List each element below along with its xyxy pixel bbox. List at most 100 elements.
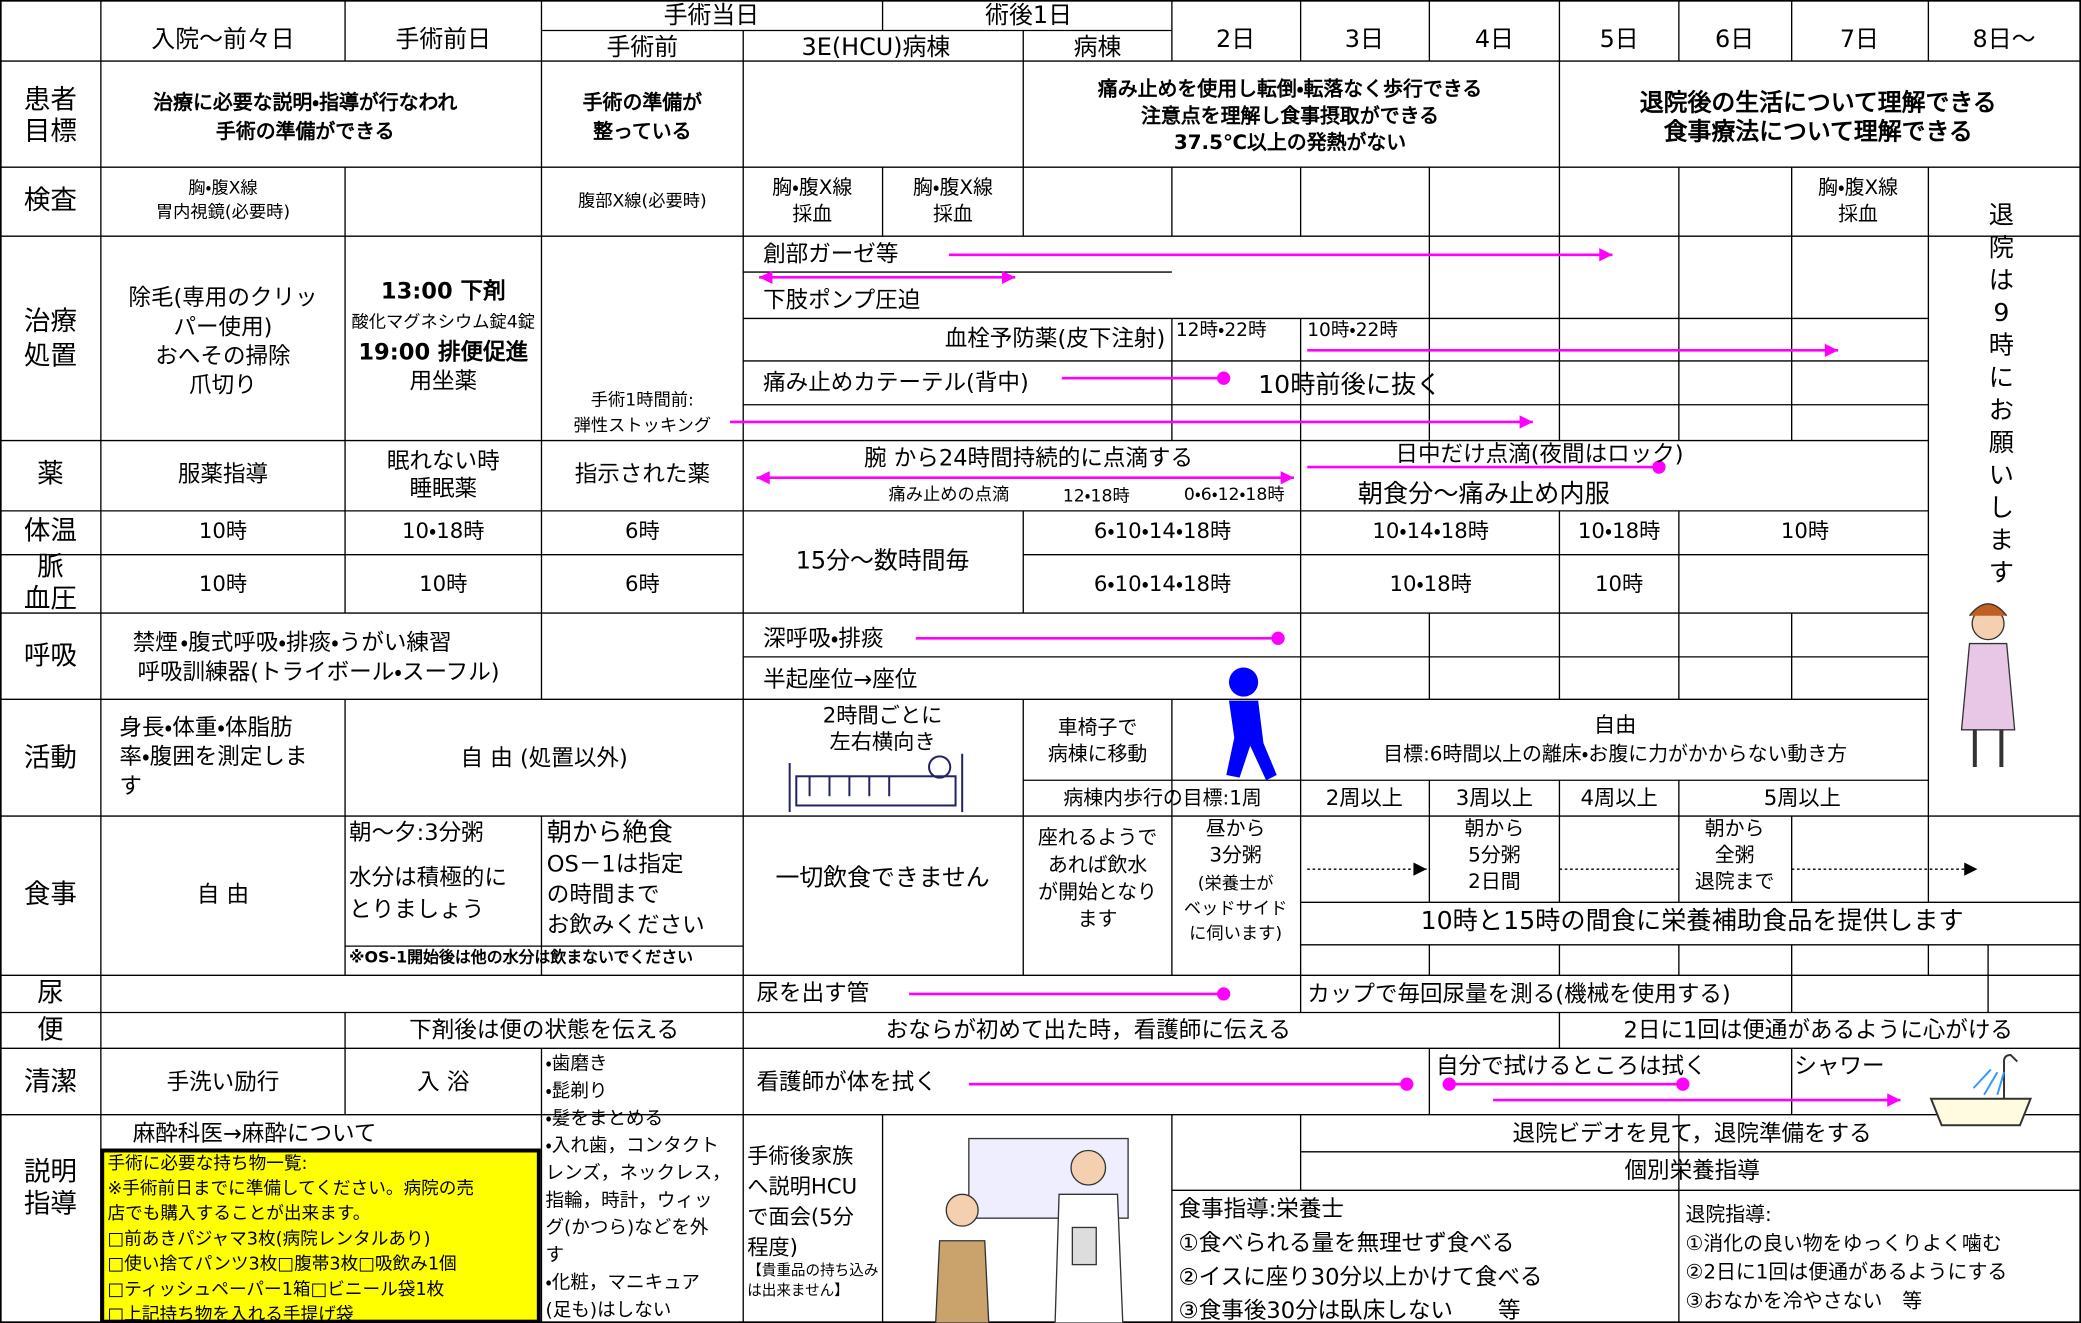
- cell-text: 眠れない時: [387, 448, 500, 474]
- cell-text: 麻酔科医→麻酔について: [133, 1121, 377, 1147]
- row-label: 治療: [24, 306, 77, 337]
- cell-text: 率・腹囲を測定しま: [119, 744, 307, 770]
- cell-text: ・髪をまとめる: [545, 1108, 663, 1129]
- cell-text: 退院ビデオを見て，退院準備をする: [1513, 1121, 1872, 1147]
- cell-text: 睡眠薬: [409, 476, 477, 502]
- cell-text: 15分～数時間毎: [796, 546, 970, 574]
- column-header: 5日: [1600, 25, 1639, 53]
- cell-text: 6時: [625, 572, 660, 597]
- arrow-dot: [1676, 1077, 1690, 1091]
- cell-text: す: [545, 1245, 564, 1266]
- cell-text: ・化粧，マニキュア: [545, 1272, 699, 1293]
- row-label: 処置: [24, 340, 77, 371]
- cell-text: 治療に必要な説明・指導が行なわれ: [153, 90, 457, 114]
- discharge-note: ま: [1989, 525, 2014, 554]
- cell-text: 19:00 排便促進: [358, 338, 528, 365]
- column-header: 3E(HCU)病棟: [802, 33, 951, 61]
- arrow-head: [1280, 471, 1294, 485]
- cell-text: 37.5℃以上の発熱がない: [1174, 130, 1406, 154]
- cell-text: 退院後の生活について理解できる: [1640, 89, 1997, 117]
- cell-text: 2日間: [1468, 870, 1520, 893]
- cell-text: 爪切り: [189, 373, 257, 399]
- row-label: 目標: [24, 116, 77, 147]
- cell-text: グ(かつら)などを外: [545, 1218, 708, 1239]
- belongings-box: [100, 1148, 541, 1323]
- cell-text: あれば飲水: [1048, 853, 1148, 876]
- column-header: 6日: [1715, 25, 1754, 53]
- cell-text: ・腹式呼吸・排痰・うがい練習: [180, 630, 451, 656]
- cell-text: ③おなかを冷やさない 等: [1686, 1289, 1923, 1312]
- cell-text: 10時: [199, 572, 247, 597]
- column-header: 手術前日: [396, 25, 492, 53]
- bathtub-illustration: [1929, 1053, 2033, 1127]
- arrows: [729, 248, 1978, 1107]
- arrow-dot: [1217, 371, 1231, 385]
- row-label: 血圧: [24, 583, 77, 614]
- cell-text: 半起座位→座位: [763, 667, 917, 693]
- cell-text: の時間まで: [547, 882, 660, 908]
- walking-figure: [1226, 667, 1277, 781]
- cell-text: 目標:6時間以上の離床・お腹に力がかからない動き方: [1383, 743, 1847, 766]
- doctor-illustration: [934, 1137, 1129, 1323]
- arrow-head: [1413, 862, 1427, 876]
- cell-text: おならが初めて出た時，看護師に伝える: [886, 1018, 1291, 1044]
- cell-text: ②2日に1回は便通があるようにする: [1686, 1261, 2008, 1284]
- row-label: 便: [37, 1015, 64, 1046]
- cell-text: 個別栄養指導: [1624, 1158, 1759, 1184]
- cell-text: 朝～夕:3分粥: [349, 820, 484, 846]
- cell-text: 胸・腹X線: [913, 176, 993, 199]
- discharge-note: に: [1989, 363, 2014, 392]
- belongings-item: 店でも購入することが出来ます。: [108, 1203, 371, 1224]
- cell-text: ②イスに座り30分以上かけて食べる: [1179, 1264, 1543, 1290]
- column-header: 手術当日: [664, 1, 760, 29]
- cell-text: おへその掃除: [155, 343, 290, 369]
- cell-text: 創部ガーゼ等: [763, 241, 898, 267]
- cell-text: 食事療法について理解できる: [1664, 118, 1973, 146]
- cell-text: 胸・腹X線: [1818, 176, 1898, 199]
- cell-text: 3周以上: [1456, 786, 1533, 811]
- cell-text: 除毛(専用のクリッ: [128, 285, 317, 311]
- belongings-item: □前あきパジャマ3枚(病院レンタルあり): [108, 1228, 431, 1249]
- column-header: 3日: [1345, 25, 1384, 53]
- cell-text: 2時間ごとに: [823, 704, 943, 729]
- cell-text: 座れるようで: [1038, 826, 1157, 849]
- cell-text: 採血: [1838, 202, 1878, 225]
- belongings-item: 手術に必要な持ち物一覧:: [108, 1153, 308, 1174]
- row-label: 活動: [24, 743, 77, 774]
- row-label: 指導: [24, 1188, 77, 1219]
- cell-text: が開始となり: [1038, 881, 1157, 904]
- bed-illustration: [788, 753, 964, 813]
- cell-text: 胸・腹X線: [772, 176, 852, 199]
- cell-text: 6・10・14・18時: [1094, 519, 1231, 544]
- cell-text: 5分粥: [1468, 843, 1520, 866]
- row-label: 検査: [24, 185, 77, 216]
- cell-text: 採血: [933, 202, 973, 225]
- arrow-dot: [1217, 987, 1231, 1001]
- cell-text: 禁煙: [133, 630, 178, 656]
- column-header: 2日: [1216, 25, 1255, 53]
- cell-text: 血栓予防薬(皮下注射): [945, 326, 1166, 352]
- cell-text: 車椅子で: [1058, 716, 1138, 739]
- cell-text: 指示された薬: [575, 462, 710, 488]
- column-header: 入院～前々日: [151, 25, 294, 53]
- cell-text: 指輪，時計，ウィッ: [545, 1190, 712, 1211]
- column-header: 病棟: [1074, 33, 1122, 61]
- cell-text: 腹部X線(必要時): [578, 192, 707, 212]
- cell-text: (足も)はしない: [545, 1300, 671, 1321]
- cell-text: 10・18時: [1389, 572, 1471, 597]
- cell-text: 日中だけ点滴(夜間はロック): [1395, 442, 1683, 468]
- discharge-note: 9: [1993, 298, 2009, 327]
- cell-text: 退院まで: [1695, 870, 1775, 893]
- arrow-dot: [1271, 631, 1285, 645]
- discharge-note: い: [1989, 460, 2014, 489]
- discharge-note: 時: [1989, 330, 2014, 359]
- cell-text: 10時前後に抜く: [1258, 370, 1441, 399]
- cell-text: ③食事後30分は臥床しない 等: [1179, 1298, 1521, 1323]
- cell-text: (栄養士が: [1198, 874, 1274, 894]
- cell-text: 水分は積極的に: [349, 865, 507, 891]
- arrow-head: [1824, 343, 1839, 357]
- cell-text: 胸・腹X線: [188, 178, 257, 198]
- cell-text: 退院指導:: [1686, 1203, 1772, 1226]
